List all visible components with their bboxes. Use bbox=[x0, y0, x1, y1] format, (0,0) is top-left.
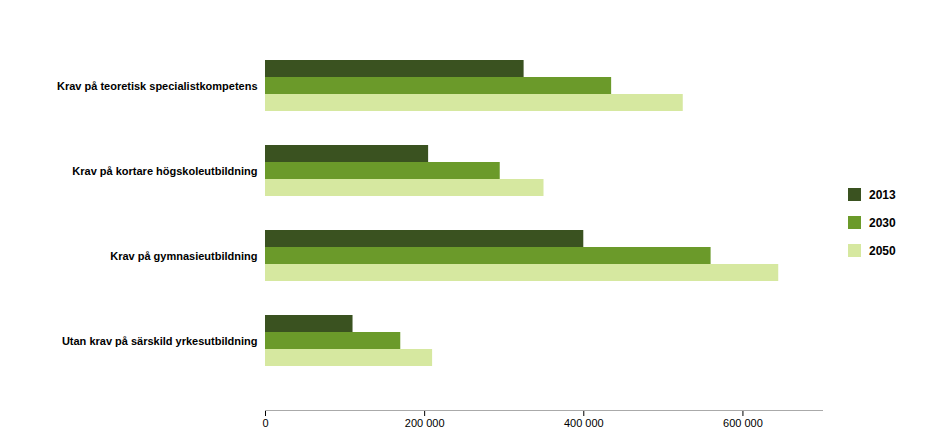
html-text:2050: 2050 bbox=[869, 243, 896, 258]
svg-text:Krav på teoretisk specialistko: Krav på teoretisk specialistkompetens bbox=[57, 80, 258, 92]
svg-text:200 000: 200 000 bbox=[405, 417, 445, 429]
svg-text:400 000: 400 000 bbox=[564, 417, 604, 429]
svg-text:0: 0 bbox=[262, 417, 268, 429]
svg-text:Krav på gymnasieutbildning: Krav på gymnasieutbildning bbox=[110, 250, 257, 262]
svg-text:600 000: 600 000 bbox=[723, 417, 763, 429]
svg-text:Krav på kortare högskoleutbild: Krav på kortare högskoleutbildning bbox=[72, 165, 257, 177]
html-text:2030: 2030 bbox=[869, 215, 896, 230]
html-text:2013: 2013 bbox=[869, 187, 896, 202]
svg-text:Utan krav på särskild yrkesutb: Utan krav på särskild yrkesutbildning bbox=[62, 335, 258, 347]
